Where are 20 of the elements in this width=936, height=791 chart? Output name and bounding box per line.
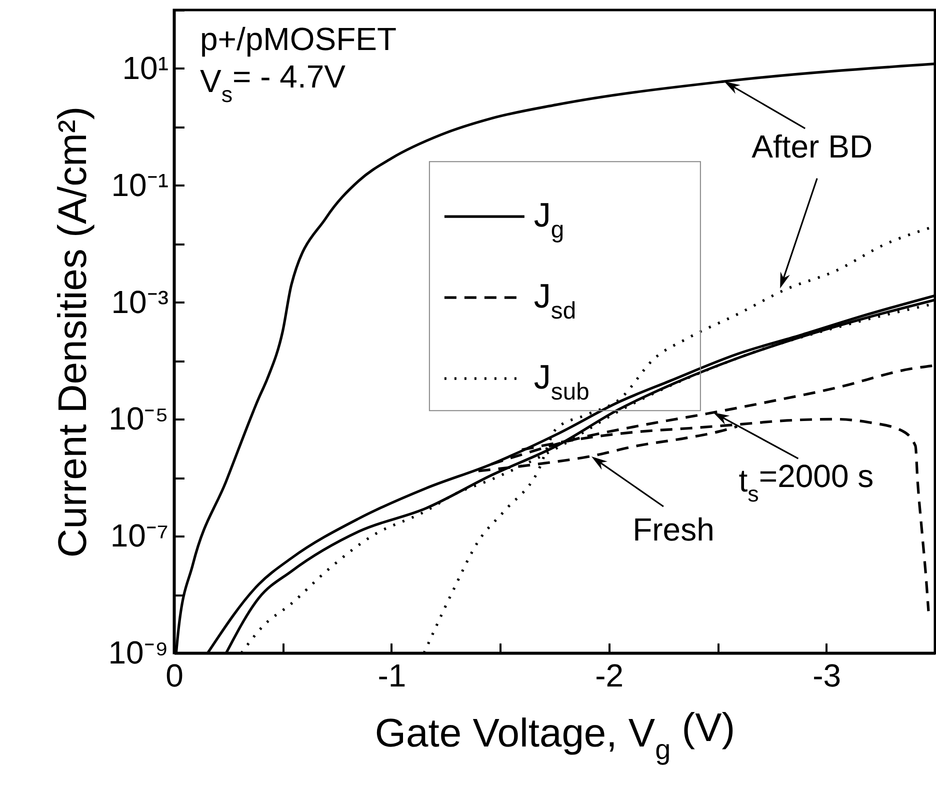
legend-label: J$_{sd}$ — [534, 278, 576, 324]
x-tick-label: -2 — [595, 658, 624, 694]
legend-label: J$_{sub}$ — [534, 358, 590, 406]
y-tick-label: 10¹ — [122, 50, 168, 86]
x-tick-label: -1 — [378, 658, 406, 694]
annotation: Fresh — [632, 511, 714, 548]
annotation: t$_{s}$=2000 s — [738, 458, 874, 507]
x-axis-title: Gate Voltage, V$_{g}$ (V) — [374, 706, 736, 766]
y-tick-label: 10⁻¹ — [111, 166, 168, 203]
y-tick-label: 10⁻⁹ — [108, 634, 168, 670]
x-tick-label: 0 — [166, 658, 184, 694]
legend-label: J$_{g}$ — [534, 196, 564, 244]
y-tick-label: 10⁻⁷ — [110, 518, 168, 554]
y-tick-label: 10⁻³ — [111, 284, 169, 320]
annotation: V$_{s}$= - 4.7V — [200, 58, 346, 108]
annotation: After BD — [752, 128, 873, 164]
annotation: p+/pMOSFET — [200, 21, 396, 57]
y-tick-label: 10⁻⁵ — [108, 400, 168, 437]
y-axis-title: Current Densities (A/cm²) — [51, 106, 96, 558]
x-tick-label: -3 — [812, 658, 842, 694]
